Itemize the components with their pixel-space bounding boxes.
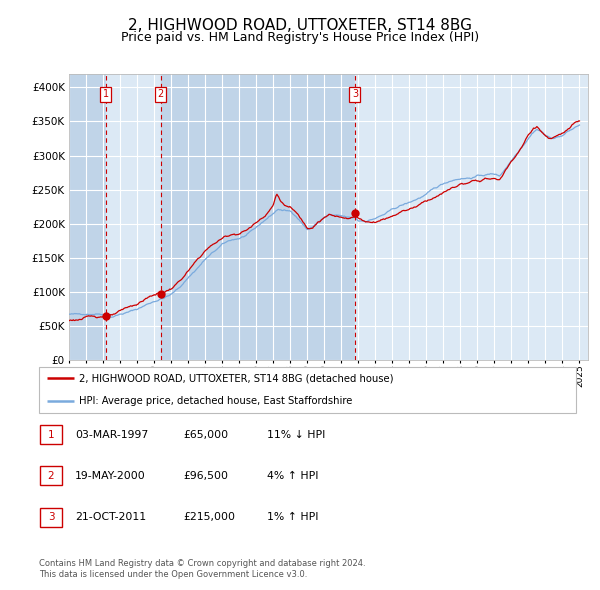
Text: 2: 2 — [47, 471, 55, 481]
Text: 3: 3 — [352, 89, 358, 99]
Bar — [69, 74, 106, 360]
Text: £96,500: £96,500 — [183, 471, 228, 481]
Text: £215,000: £215,000 — [183, 512, 235, 522]
Text: 1: 1 — [47, 430, 55, 440]
Bar — [161, 74, 355, 360]
Text: Price paid vs. HM Land Registry's House Price Index (HPI): Price paid vs. HM Land Registry's House … — [121, 31, 479, 44]
Text: 19-MAY-2000: 19-MAY-2000 — [75, 471, 146, 481]
Text: £65,000: £65,000 — [183, 430, 228, 440]
Text: 3: 3 — [47, 512, 55, 522]
Text: 1% ↑ HPI: 1% ↑ HPI — [267, 512, 319, 522]
Text: 2, HIGHWOOD ROAD, UTTOXETER, ST14 8BG: 2, HIGHWOOD ROAD, UTTOXETER, ST14 8BG — [128, 18, 472, 32]
Bar — [106, 74, 161, 360]
Text: 2, HIGHWOOD ROAD, UTTOXETER, ST14 8BG (detached house): 2, HIGHWOOD ROAD, UTTOXETER, ST14 8BG (d… — [79, 373, 394, 384]
Bar — [355, 74, 588, 360]
Text: HPI: Average price, detached house, East Staffordshire: HPI: Average price, detached house, East… — [79, 396, 353, 407]
Text: 1: 1 — [103, 89, 109, 99]
Text: 11% ↓ HPI: 11% ↓ HPI — [267, 430, 325, 440]
Text: 4% ↑ HPI: 4% ↑ HPI — [267, 471, 319, 481]
Text: Contains HM Land Registry data © Crown copyright and database right 2024.
This d: Contains HM Land Registry data © Crown c… — [39, 559, 365, 579]
Text: 03-MAR-1997: 03-MAR-1997 — [75, 430, 148, 440]
Text: 21-OCT-2011: 21-OCT-2011 — [75, 512, 146, 522]
Text: 2: 2 — [157, 89, 164, 99]
